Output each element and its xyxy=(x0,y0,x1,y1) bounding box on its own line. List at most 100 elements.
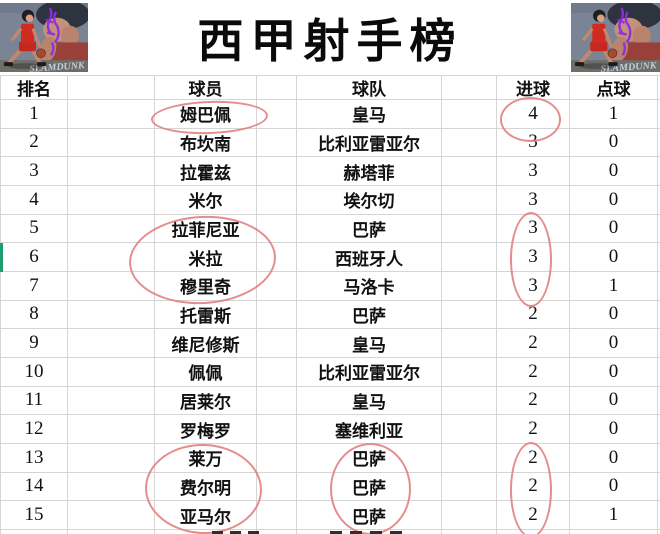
cell-player[interactable]: 费尔明 xyxy=(155,472,257,502)
cell-spacer[interactable] xyxy=(68,214,155,244)
cell-rank[interactable]: 6 xyxy=(0,243,68,272)
cell-spacer[interactable] xyxy=(68,300,155,330)
cell-spacer[interactable] xyxy=(68,100,155,129)
cell-goals[interactable]: 3 xyxy=(497,157,570,186)
cell-rank[interactable]: 9 xyxy=(0,329,68,358)
cell-goals[interactable]: 2 xyxy=(497,357,570,387)
cell-rank[interactable]: 15 xyxy=(0,501,68,530)
cell-penalties[interactable]: 0 xyxy=(570,443,658,473)
cell-penalties[interactable]: 1 xyxy=(570,501,658,530)
cell-spacer[interactable] xyxy=(442,472,497,502)
cell-spacer[interactable] xyxy=(68,415,155,444)
cell-spacer[interactable] xyxy=(442,157,497,186)
cell-spacer[interactable] xyxy=(442,329,497,358)
cell-penalties[interactable]: 1 xyxy=(570,271,658,301)
cell-player[interactable]: 姆巴佩 xyxy=(155,100,257,129)
cell-team[interactable]: 马洛卡 xyxy=(297,271,442,301)
cell-goals[interactable]: 2 xyxy=(497,501,570,530)
cell-spacer[interactable] xyxy=(257,357,297,387)
cell-spacer[interactable] xyxy=(68,243,155,272)
cell-rank[interactable]: 3 xyxy=(0,157,68,186)
header-penalties[interactable]: 点球 xyxy=(570,75,658,100)
cell-spacer[interactable] xyxy=(257,128,297,158)
cell-spacer[interactable] xyxy=(442,128,497,158)
cell-player[interactable]: 米拉 xyxy=(155,243,257,272)
cell-spacer[interactable] xyxy=(257,157,297,186)
cell-spacer[interactable] xyxy=(68,271,155,301)
cell-spacer[interactable] xyxy=(257,214,297,244)
cell-team[interactable]: 皇马 xyxy=(297,386,442,416)
cell-goals[interactable]: 3 xyxy=(497,243,570,272)
cell-team[interactable]: 巴萨 xyxy=(297,214,442,244)
header-spacer[interactable] xyxy=(257,75,297,100)
cell-player[interactable]: 托雷斯 xyxy=(155,300,257,330)
cell-penalties[interactable]: 0 xyxy=(570,415,658,444)
cell-spacer[interactable] xyxy=(442,386,497,416)
cell-team[interactable]: 巴萨 xyxy=(297,472,442,502)
cell-team[interactable]: 赫塔菲 xyxy=(297,157,442,186)
cell-player[interactable]: 居莱尔 xyxy=(155,386,257,416)
cell-spacer[interactable] xyxy=(68,185,155,215)
cell-player[interactable]: 罗梅罗 xyxy=(155,415,257,444)
cell-penalties[interactable]: 0 xyxy=(570,472,658,502)
cell-spacer[interactable] xyxy=(442,271,497,301)
cell-goals[interactable]: 3 xyxy=(497,128,570,158)
cell-rank[interactable]: 7 xyxy=(0,271,68,301)
cell-spacer[interactable] xyxy=(68,329,155,358)
cell-spacer[interactable] xyxy=(442,443,497,473)
cell-spacer[interactable] xyxy=(68,357,155,387)
header-spacer[interactable] xyxy=(442,75,497,100)
cell-spacer[interactable] xyxy=(442,415,497,444)
cell-spacer[interactable] xyxy=(442,357,497,387)
cell-rank[interactable]: 1 xyxy=(0,100,68,129)
cell-player[interactable]: 拉菲尼亚 xyxy=(155,214,257,244)
cell-spacer[interactable] xyxy=(68,386,155,416)
cell-spacer[interactable] xyxy=(442,100,497,129)
cell-penalties[interactable]: 0 xyxy=(570,185,658,215)
cell-rank[interactable]: 12 xyxy=(0,415,68,444)
cell-rank[interactable]: 8 xyxy=(0,300,68,330)
cell-spacer[interactable] xyxy=(68,501,155,530)
cell-goals[interactable]: 2 xyxy=(497,443,570,473)
cell-team[interactable]: 塞维利亚 xyxy=(297,415,442,444)
cell-spacer[interactable] xyxy=(257,100,297,129)
cell-spacer[interactable] xyxy=(257,271,297,301)
cell-rank[interactable]: 2 xyxy=(0,128,68,158)
cell-penalties[interactable]: 0 xyxy=(570,357,658,387)
cell-penalties[interactable]: 0 xyxy=(570,128,658,158)
cell-team[interactable]: 巴萨 xyxy=(297,501,442,530)
header-rank[interactable]: 排名 xyxy=(0,75,68,100)
cell-spacer[interactable] xyxy=(442,243,497,272)
cell-spacer[interactable] xyxy=(257,329,297,358)
cell-goals[interactable]: 3 xyxy=(497,271,570,301)
cell-team[interactable]: 比利亚雷亚尔 xyxy=(297,357,442,387)
cell-rank[interactable]: 4 xyxy=(0,185,68,215)
cell-team[interactable]: 皇马 xyxy=(297,329,442,358)
cell-spacer[interactable] xyxy=(257,300,297,330)
cell-team[interactable]: 皇马 xyxy=(297,100,442,129)
cell-goals[interactable]: 3 xyxy=(497,185,570,215)
cell-goals[interactable]: 2 xyxy=(497,472,570,502)
cell-spacer[interactable] xyxy=(257,415,297,444)
cell-rank[interactable]: 10 xyxy=(0,357,68,387)
cell-goals[interactable]: 3 xyxy=(497,214,570,244)
cell-spacer[interactable] xyxy=(442,214,497,244)
header-team[interactable]: 球队 xyxy=(297,75,442,100)
cell-spacer[interactable] xyxy=(257,443,297,473)
cell-penalties[interactable]: 0 xyxy=(570,157,658,186)
cell-goals[interactable]: 2 xyxy=(497,386,570,416)
cell-player[interactable]: 维尼修斯 xyxy=(155,329,257,358)
cell-rank[interactable]: 5 xyxy=(0,214,68,244)
cell-team[interactable]: 比利亚雷亚尔 xyxy=(297,128,442,158)
cell-rank[interactable]: 14 xyxy=(0,472,68,502)
cell-spacer[interactable] xyxy=(68,128,155,158)
cell-penalties[interactable]: 0 xyxy=(570,329,658,358)
cell-goals[interactable]: 2 xyxy=(497,300,570,330)
cell-team[interactable]: 巴萨 xyxy=(297,443,442,473)
cell-player[interactable]: 佩佩 xyxy=(155,357,257,387)
cell-player[interactable]: 拉霍兹 xyxy=(155,157,257,186)
header-player[interactable]: 球员 xyxy=(155,75,257,100)
cell-spacer[interactable] xyxy=(68,472,155,502)
cell-spacer[interactable] xyxy=(257,386,297,416)
header-spacer[interactable] xyxy=(68,75,155,100)
